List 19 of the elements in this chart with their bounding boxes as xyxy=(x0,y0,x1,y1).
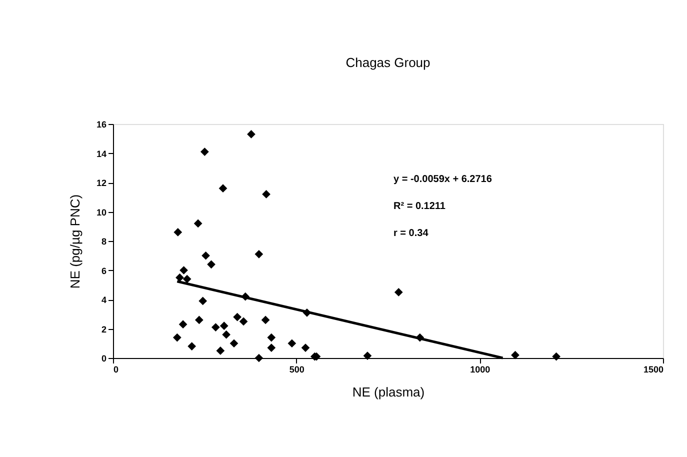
y-tick-label: 12 xyxy=(96,178,106,188)
y-tick-label: 8 xyxy=(101,236,106,246)
y-tick-label: 16 xyxy=(96,120,106,130)
y-tick-label: 4 xyxy=(101,295,106,305)
x-tick-label: 500 xyxy=(289,364,304,374)
annotation: r = 0.34 xyxy=(394,228,429,239)
annotation: R² = 0.1211 xyxy=(394,201,446,212)
y-tick-label: 14 xyxy=(96,148,106,159)
annotation: y = -0.0059x + 6.2716 xyxy=(394,174,492,185)
chart-title: Chagas Group xyxy=(346,55,430,70)
x-tick-label: 1500 xyxy=(643,364,664,374)
y-tick-label: 6 xyxy=(101,266,106,276)
y-axis-title: NE (pg/µg PNC) xyxy=(67,194,82,289)
y-tick-label: 0 xyxy=(101,354,106,364)
x-axis-title: NE (plasma) xyxy=(352,384,425,400)
y-tick-label: 10 xyxy=(96,207,106,218)
y-tick-label: 2 xyxy=(101,324,106,334)
x-tick-label: 1000 xyxy=(470,364,490,374)
x-tick-label: 0 xyxy=(114,364,119,374)
